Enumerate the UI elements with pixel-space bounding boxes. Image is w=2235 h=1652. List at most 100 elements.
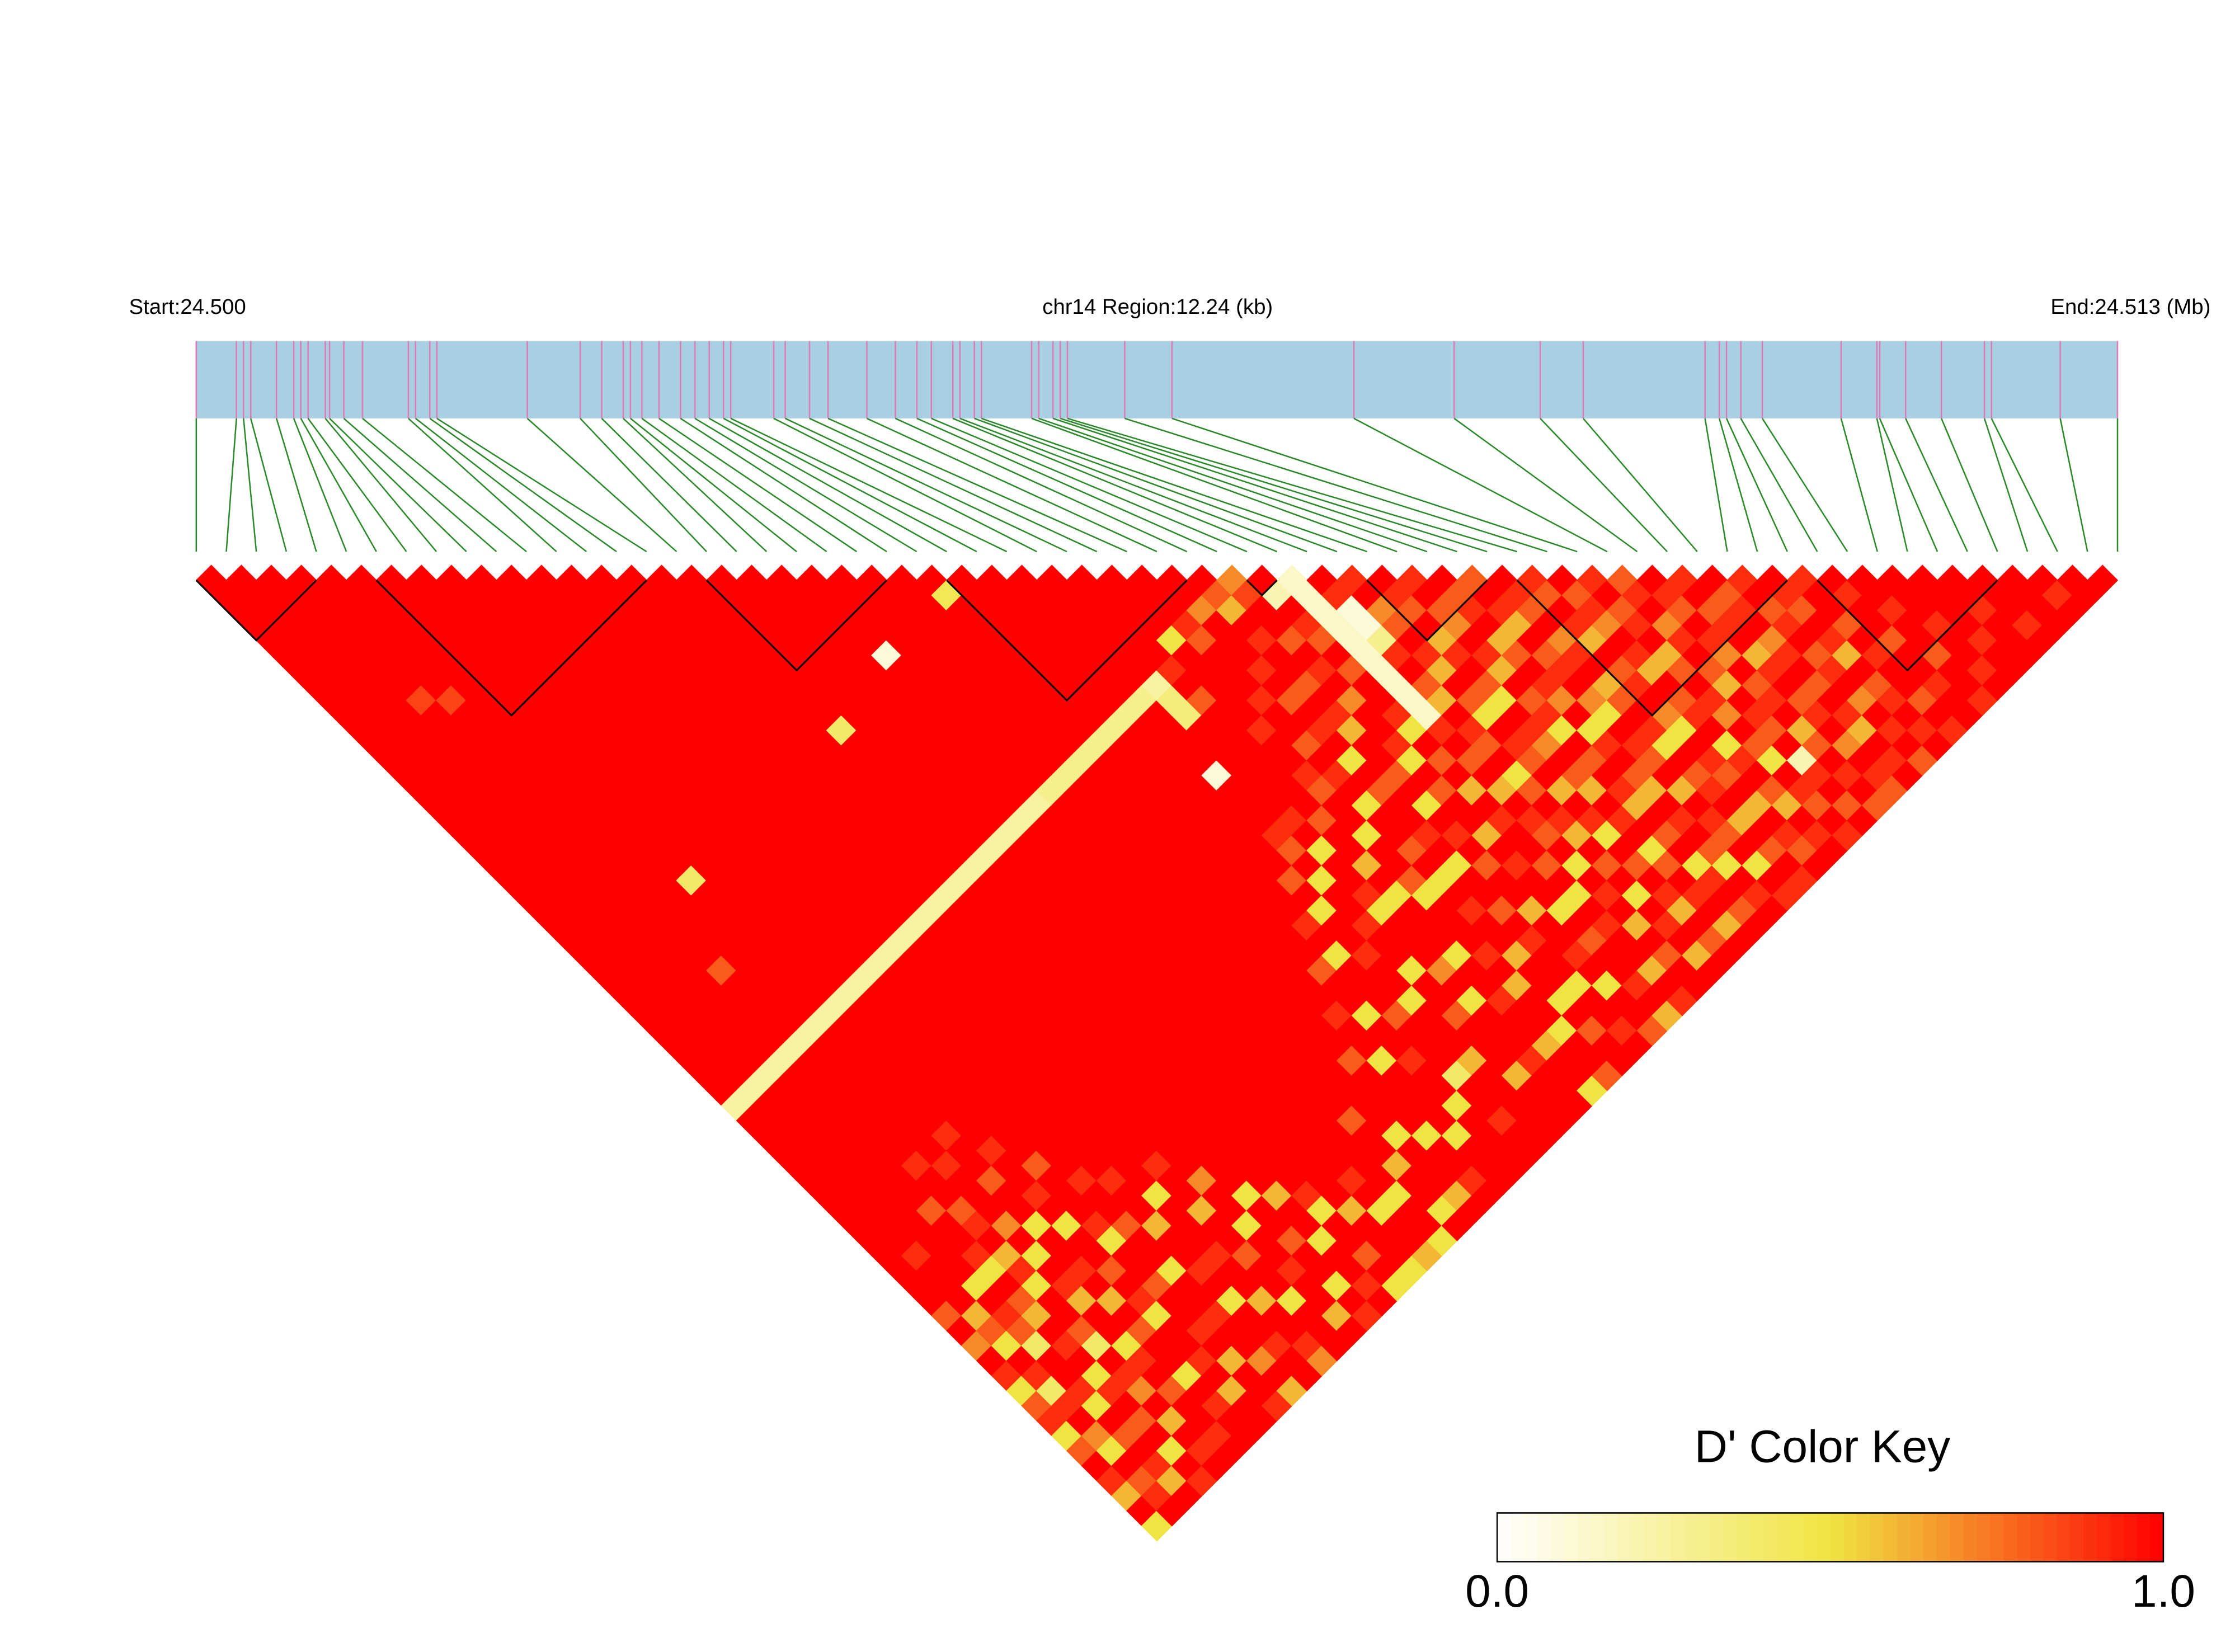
snp-connector bbox=[730, 417, 1008, 553]
key-title: D' Color Key bbox=[1695, 1421, 1950, 1472]
snp-connector bbox=[895, 417, 1188, 553]
key-swatch bbox=[1537, 1513, 1551, 1562]
snp-connector bbox=[1718, 418, 1758, 552]
snp-connector bbox=[1740, 418, 1818, 552]
snp-connector bbox=[1876, 418, 1908, 552]
snp-connector bbox=[2059, 418, 2088, 552]
key-tick-label: 0.0 bbox=[1465, 1566, 1529, 1617]
key-swatch bbox=[2096, 1513, 2111, 1562]
snp-connector bbox=[250, 418, 288, 552]
snp-connector bbox=[1124, 417, 1547, 553]
key-swatch bbox=[1710, 1513, 1725, 1562]
key-swatch bbox=[1910, 1513, 1925, 1562]
key-swatch bbox=[2057, 1513, 2071, 1562]
key-swatch bbox=[2123, 1513, 2138, 1562]
track bbox=[195, 341, 2119, 553]
ld-block bbox=[375, 580, 647, 717]
ld-block bbox=[1516, 580, 1788, 717]
ld-block bbox=[195, 580, 317, 642]
snp-connector bbox=[343, 417, 497, 553]
heatmap bbox=[195, 564, 2119, 1542]
key-swatch bbox=[1683, 1513, 1698, 1562]
key-swatch bbox=[1603, 1513, 1618, 1562]
key-frame bbox=[1496, 1512, 2165, 1562]
key-swatch bbox=[1817, 1513, 1831, 1562]
snp-connector bbox=[1840, 418, 1878, 552]
snp-connector bbox=[601, 418, 737, 552]
key-swatch bbox=[1777, 1513, 1791, 1562]
key-swatch bbox=[1724, 1513, 1738, 1562]
snp-connector bbox=[1060, 417, 1488, 553]
ld-block bbox=[946, 580, 1188, 702]
snp-connector bbox=[1905, 418, 1968, 552]
snp-connector bbox=[1453, 417, 1638, 553]
snp-connector bbox=[959, 417, 1307, 553]
key-swatch bbox=[2043, 1513, 2058, 1562]
snp-connector bbox=[1353, 417, 1608, 553]
key-swatch bbox=[1617, 1513, 1631, 1562]
color-key: 0.0 1.0 bbox=[1465, 1512, 2195, 1617]
snp-connector bbox=[680, 417, 887, 553]
key-swatch bbox=[1790, 1513, 1804, 1562]
snp-connector bbox=[307, 418, 407, 552]
ld-block bbox=[705, 580, 888, 672]
key-swatch bbox=[2150, 1513, 2164, 1562]
snp-connector bbox=[1582, 418, 1698, 552]
key-swatch bbox=[1550, 1513, 1565, 1562]
snp-connector bbox=[1991, 418, 2058, 552]
key-swatch bbox=[2030, 1513, 2044, 1562]
region-label: chr14 Region:12.24 (kb) bbox=[1042, 295, 1273, 319]
snp-connector bbox=[225, 418, 237, 552]
key-swatch bbox=[1923, 1513, 1938, 1562]
snp-connector bbox=[580, 418, 707, 552]
snp-connector bbox=[1704, 418, 1728, 552]
snp-connector bbox=[1540, 418, 1668, 552]
key-swatch bbox=[2137, 1513, 2151, 1562]
snp-connector bbox=[1171, 417, 1578, 553]
snp-connector bbox=[916, 417, 1217, 553]
snp-connector bbox=[362, 417, 527, 553]
snp-connector bbox=[974, 417, 1338, 553]
snp-connector bbox=[827, 417, 1127, 553]
key-swatch bbox=[1990, 1513, 2005, 1562]
snp-connector bbox=[952, 417, 1278, 553]
snp-connector bbox=[1038, 417, 1428, 553]
key-swatch bbox=[1763, 1513, 1778, 1562]
snp-connector bbox=[436, 417, 647, 553]
snp-connector bbox=[415, 417, 587, 553]
snp-connector bbox=[1067, 417, 1518, 553]
snp-connector bbox=[623, 417, 768, 553]
snp-connector bbox=[658, 417, 858, 553]
snp-connector bbox=[1052, 417, 1457, 553]
snp-connector bbox=[1983, 418, 2029, 552]
key-swatch bbox=[1630, 1513, 1645, 1562]
snp-connector bbox=[300, 418, 377, 552]
key-swatch bbox=[2016, 1513, 2031, 1562]
key-swatch bbox=[1644, 1513, 1658, 1562]
snp-connector bbox=[293, 418, 347, 552]
snp-connector bbox=[1761, 418, 1848, 552]
snp-connector bbox=[773, 417, 1037, 553]
snp-connector bbox=[408, 417, 557, 553]
ld-block bbox=[1366, 580, 1488, 642]
key-swatch bbox=[1670, 1513, 1685, 1562]
key-swatch bbox=[1857, 1513, 1871, 1562]
key-swatch bbox=[1950, 1513, 1964, 1562]
snp-connector bbox=[723, 417, 977, 553]
snp-connector bbox=[526, 417, 677, 553]
ld-block bbox=[1246, 580, 1278, 597]
key-swatch bbox=[1937, 1513, 1951, 1562]
key-swatch bbox=[1897, 1513, 1911, 1562]
blocks bbox=[195, 580, 1998, 717]
key-swatch bbox=[1523, 1513, 1538, 1562]
snp-connector bbox=[1031, 417, 1398, 553]
snp-connector bbox=[931, 417, 1248, 553]
key-swatch bbox=[1843, 1513, 1858, 1562]
snp-connector bbox=[809, 417, 1098, 553]
key-swatch bbox=[1870, 1513, 1884, 1562]
key-swatch bbox=[1697, 1513, 1711, 1562]
snp-connector bbox=[709, 417, 947, 553]
end-label: End:24.513 (Mb) bbox=[2050, 295, 2210, 319]
snp-connector bbox=[784, 417, 1067, 553]
